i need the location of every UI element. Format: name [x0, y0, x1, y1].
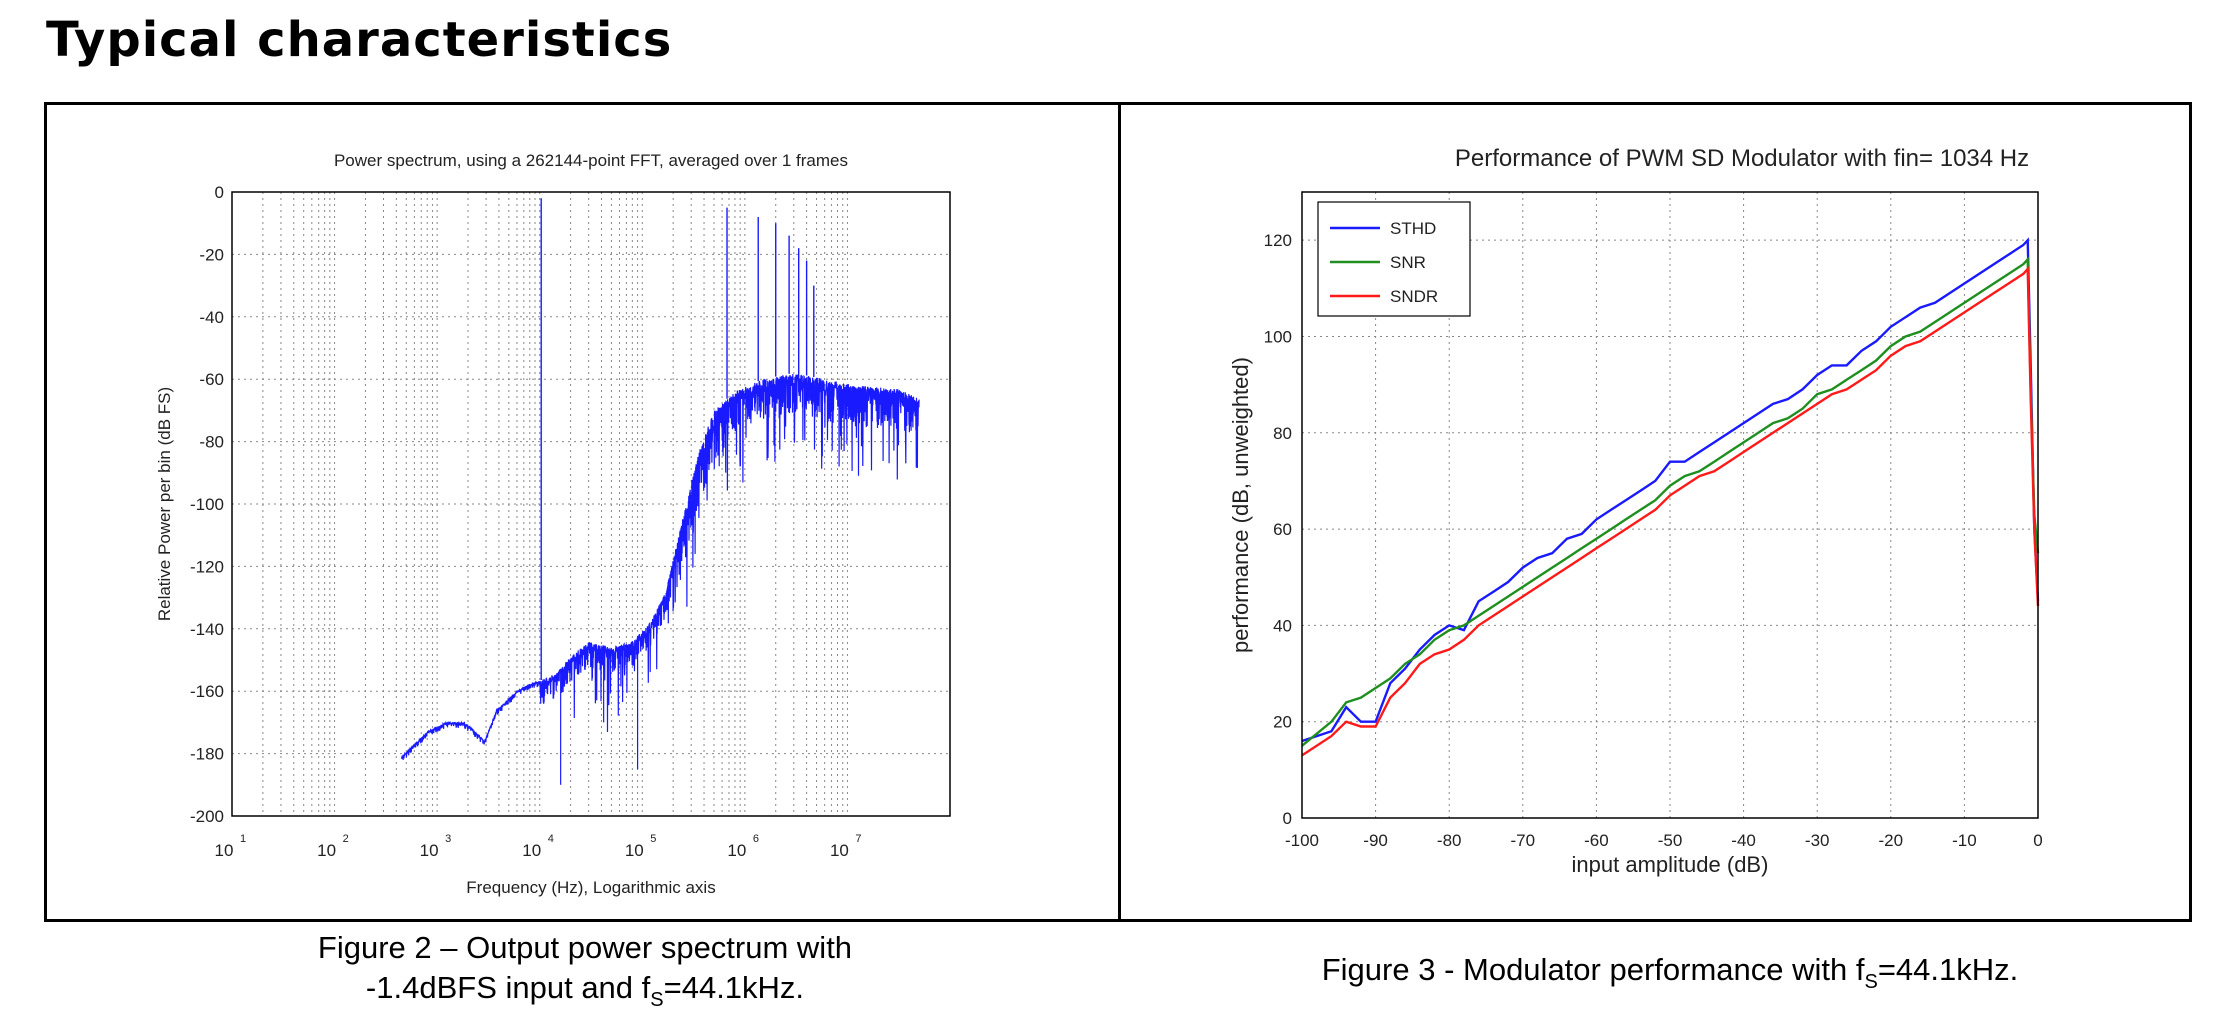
- y-tick-label: 100: [1264, 327, 1292, 346]
- x-tick-label: 10: [522, 841, 541, 860]
- x-tick-exponent: 3: [445, 833, 451, 845]
- y-tick-label: 0: [1283, 809, 1292, 828]
- x-tick-label: -60: [1584, 831, 1609, 850]
- power-spectrum-chart: Power spectrum, using a 262144-point FFT…: [155, 151, 951, 897]
- x-tick-label: -20: [1879, 831, 1904, 850]
- x-tick-exponent: 7: [855, 833, 861, 845]
- y-tick-label: -60: [199, 370, 224, 389]
- x-axis-label: input amplitude (dB): [1572, 852, 1769, 877]
- x-tick-label: -40: [1731, 831, 1756, 850]
- legend-label: SNDR: [1390, 287, 1438, 306]
- figure-2-caption: Figure 2 – Output power spectrum with -1…: [150, 928, 1020, 1012]
- x-tick-label: 10: [830, 841, 849, 860]
- legend-label: STHD: [1390, 219, 1436, 238]
- x-tick-label: -90: [1363, 831, 1388, 850]
- plot-area: [401, 198, 920, 785]
- y-tick-label: 80: [1273, 424, 1292, 443]
- y-tick-label: -80: [199, 433, 224, 452]
- y-tick-label: -40: [199, 308, 224, 327]
- plot-frame: [1301, 191, 2039, 819]
- y-axis-label: Relative Power per bin (dB FS): [155, 387, 174, 621]
- series-line-snr: [1301, 256, 2040, 747]
- x-tick-exponent: 5: [650, 833, 656, 845]
- x-tick-label: -80: [1437, 831, 1462, 850]
- x-tick-labels: 10 1 10 2 10 3 10 4 10 5 10 6 10 7: [215, 833, 862, 860]
- grid: [231, 191, 950, 817]
- y-tick-labels: 0 20 40 60 80 100 120: [1264, 231, 1292, 828]
- plot-frame: [231, 191, 951, 817]
- plot-area: [1301, 237, 2040, 757]
- page-heading: Typical characteristics: [46, 12, 673, 68]
- y-tick-label: 120: [1264, 231, 1292, 250]
- y-axis-label: performance (dB, unweighted): [1228, 357, 1253, 653]
- x-axis-label: Frequency (Hz), Logarithmic axis: [466, 878, 715, 897]
- y-tick-label: -160: [190, 682, 224, 701]
- chart-title: Power spectrum, using a 262144-point FFT…: [334, 151, 848, 170]
- y-tick-label: 60: [1273, 520, 1292, 539]
- y-tick-label: -200: [190, 807, 224, 826]
- spectrum-line: [401, 373, 920, 761]
- y-tick-label: 20: [1273, 713, 1292, 732]
- chart-title: Performance of PWM SD Modulator with fin…: [1455, 145, 2029, 172]
- y-tick-label: 0: [215, 183, 224, 202]
- figure-3-caption: Figure 3 - Modulator performance with fS…: [1321, 952, 2019, 993]
- x-tick-labels: -100 -90 -80 -70 -60 -50 -40 -30 -20 -10 0: [1285, 831, 2043, 850]
- x-tick-label: 10: [625, 841, 644, 860]
- x-tick-label: 10: [420, 841, 439, 860]
- x-tick-exponent: 1: [240, 833, 246, 845]
- x-tick-label: 10: [727, 841, 746, 860]
- x-tick-exponent: 4: [548, 833, 554, 845]
- x-tick-exponent: 2: [343, 833, 349, 845]
- legend-label: SNR: [1390, 253, 1426, 272]
- x-tick-label: 10: [317, 841, 336, 860]
- y-tick-label: -180: [190, 745, 224, 764]
- modulator-performance-chart: Performance of PWM SD Modulator with fin…: [1228, 145, 2043, 877]
- y-tick-labels: 0 -20 -40 -60 -80 -100 -120 -140 -160 -180 -200: [190, 183, 224, 826]
- x-tick-label: -10: [1952, 831, 1977, 850]
- caption-line-1: Figure 2 – Output power spectrum with: [317, 930, 853, 965]
- y-tick-label: -100: [190, 495, 224, 514]
- y-tick-label: -140: [190, 620, 224, 639]
- x-tick-label: 10: [215, 841, 234, 860]
- y-tick-label: -20: [199, 245, 224, 264]
- x-tick-label: -100: [1285, 831, 1319, 850]
- figure-divider: [1118, 102, 1121, 922]
- x-tick-label: 0: [2033, 831, 2042, 850]
- caption-line-2: -1.4dBFS input and fS=44.1kHz.: [365, 970, 805, 1011]
- series-line-sndr: [1301, 265, 2040, 757]
- x-tick-label: -50: [1658, 831, 1683, 850]
- x-tick-label: -30: [1805, 831, 1830, 850]
- series-line-sthd: [1301, 237, 2040, 743]
- x-tick-label: -70: [1511, 831, 1536, 850]
- x-tick-exponent: 6: [753, 833, 759, 845]
- y-tick-label: -120: [190, 557, 224, 576]
- y-tick-label: 40: [1273, 616, 1292, 635]
- legend: STHD SNR SNDR: [1317, 201, 1471, 317]
